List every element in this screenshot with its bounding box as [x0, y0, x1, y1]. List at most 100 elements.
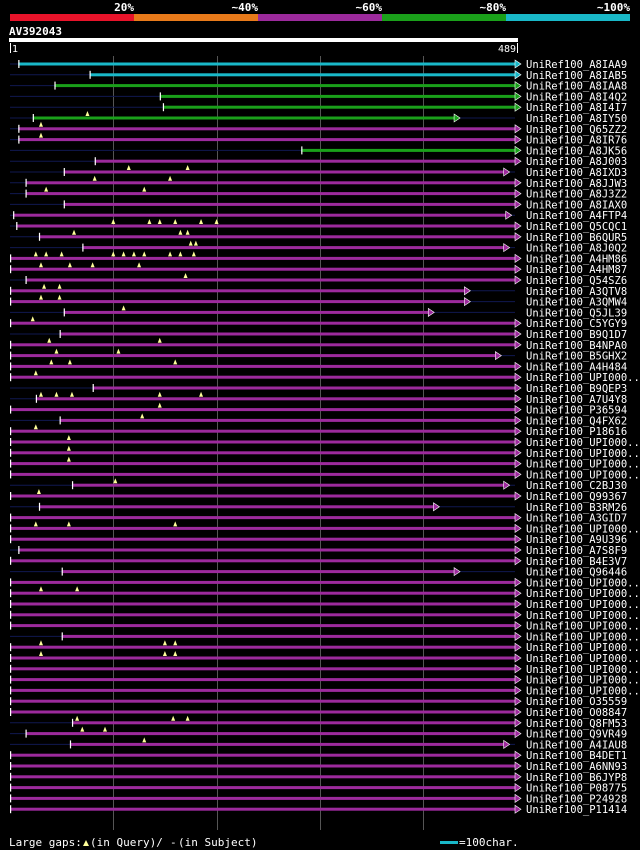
- hit-label[interactable]: UniRef100_P24928: [526, 793, 627, 805]
- hit-row[interactable]: UniRef100_A4H484: [10, 359, 627, 373]
- hit-label[interactable]: UniRef100_UPI000..: [526, 523, 640, 535]
- hit-label[interactable]: UniRef100_B9QEP3: [526, 383, 627, 395]
- hit-label[interactable]: UniRef100_A7S8F9: [526, 545, 627, 557]
- hit-label[interactable]: UniRef100_A8J3Z2: [526, 189, 627, 201]
- hit-row[interactable]: UniRef100_UPI000..: [10, 445, 640, 460]
- hit-label[interactable]: UniRef100_Q96446: [526, 567, 627, 579]
- hit-label[interactable]: UniRef100_A8IXD3: [526, 167, 627, 179]
- hit-label[interactable]: UniRef100_A4FTP4: [526, 210, 627, 222]
- hit-label[interactable]: UniRef100_A8J003: [526, 156, 627, 168]
- hit-row[interactable]: UniRef100_A8IY50: [10, 111, 627, 125]
- hit-label[interactable]: UniRef100_UPI000..: [526, 448, 640, 460]
- hit-label[interactable]: UniRef100_A8I4Q2: [526, 91, 627, 103]
- hit-row[interactable]: UniRef100_C2BJ30: [10, 478, 627, 492]
- hit-row[interactable]: UniRef100_B5GHX2: [10, 348, 627, 363]
- hit-label[interactable]: UniRef100_Q54SZ6: [526, 275, 627, 287]
- hit-label[interactable]: UniRef100_A9U396: [526, 534, 627, 546]
- hit-label[interactable]: UniRef100_A4HM86: [526, 253, 627, 265]
- hit-label[interactable]: UniRef100_B4NPA0: [526, 340, 627, 352]
- hit-row[interactable]: UniRef100_P08775: [10, 783, 627, 795]
- hit-label[interactable]: UniRef100_UPI000..: [526, 675, 640, 687]
- hit-row[interactable]: UniRef100_A4FTP4: [10, 210, 627, 222]
- hit-label[interactable]: UniRef100_UPI000..: [526, 459, 640, 471]
- hit-row[interactable]: UniRef100_B4E3V7: [10, 556, 627, 568]
- hit-label[interactable]: UniRef100_O08847: [526, 707, 627, 719]
- hit-row[interactable]: UniRef100_A4HM86: [10, 251, 627, 265]
- hit-label[interactable]: UniRef100_A8JK56: [526, 145, 627, 157]
- hit-label[interactable]: UniRef100_A7U4Y8: [526, 394, 627, 406]
- hit-label[interactable]: UniRef100_A3GID7: [526, 513, 627, 525]
- hit-label[interactable]: UniRef100_A8JJW3: [526, 178, 627, 190]
- hit-row[interactable]: UniRef100_A8J0Q2: [10, 240, 627, 255]
- hit-row[interactable]: UniRef100_A8J003: [10, 156, 627, 168]
- hit-row[interactable]: UniRef100_P36594: [10, 402, 627, 417]
- hit-label[interactable]: UniRef100_A8I4I7: [526, 102, 627, 114]
- hit-label[interactable]: UniRef100_UPI000..: [526, 599, 640, 611]
- hit-label[interactable]: UniRef100_O35559: [526, 696, 627, 708]
- hit-row[interactable]: UniRef100_A8JJW3: [10, 175, 627, 190]
- hit-row[interactable]: UniRef100_C5YGY9: [10, 316, 627, 330]
- hit-row[interactable]: UniRef100_A8IXD3: [10, 165, 627, 179]
- hit-row[interactable]: UniRef100_UPI000..: [10, 370, 640, 384]
- hit-row[interactable]: UniRef100_O35559: [10, 696, 627, 708]
- hit-row[interactable]: UniRef100_Q5CQC1: [10, 219, 627, 233]
- hit-row[interactable]: UniRef100_Q5JL39: [10, 305, 627, 319]
- hit-row[interactable]: UniRef100_Q8FM53: [10, 715, 627, 730]
- hit-label[interactable]: UniRef100_UPI000..: [526, 685, 640, 697]
- hit-label[interactable]: UniRef100_A4HM87: [526, 264, 627, 276]
- hit-row[interactable]: UniRef100_A4IAU8: [10, 737, 627, 751]
- hit-row[interactable]: UniRef100_UPI000..: [10, 577, 640, 589]
- hit-label[interactable]: UniRef100_UPI000..: [526, 642, 640, 654]
- hit-label[interactable]: UniRef100_Q5JL39: [526, 307, 627, 319]
- hit-label[interactable]: UniRef100_P11414: [526, 804, 627, 816]
- hit-label[interactable]: UniRef100_UPI000..: [526, 588, 640, 600]
- hit-label[interactable]: UniRef100_Q5CQC1: [526, 221, 627, 233]
- hit-label[interactable]: UniRef100_UPI000..: [526, 631, 640, 643]
- hit-row[interactable]: UniRef100_A8I4I7: [10, 102, 627, 114]
- hit-label[interactable]: UniRef100_UPI000..: [526, 577, 640, 589]
- hit-label[interactable]: UniRef100_P08775: [526, 783, 627, 795]
- hit-label[interactable]: UniRef100_B4E3V7: [526, 556, 627, 568]
- hit-label[interactable]: UniRef100_UPI000..: [526, 664, 640, 676]
- hit-label[interactable]: UniRef100_A3QTV8: [526, 286, 627, 298]
- hit-row[interactable]: UniRef100_A8J3Z2: [10, 186, 627, 201]
- hit-label[interactable]: UniRef100_A8IAA8: [526, 81, 627, 93]
- hit-row[interactable]: UniRef100_Q96446: [10, 567, 627, 579]
- hit-row[interactable]: UniRef100_P18616: [10, 424, 627, 438]
- hit-label[interactable]: UniRef100_UPI000..: [526, 469, 640, 481]
- hit-row[interactable]: UniRef100_B4DET1: [10, 750, 627, 762]
- hit-label[interactable]: UniRef100_A8IAA9: [526, 59, 627, 71]
- hit-label[interactable]: UniRef100_A6NN93: [526, 761, 627, 773]
- hit-label[interactable]: UniRef100_UPI000..: [526, 437, 640, 449]
- hit-label[interactable]: UniRef100_B6QUR5: [526, 232, 627, 244]
- hit-label[interactable]: UniRef100_A4IAU8: [526, 739, 627, 751]
- hit-row[interactable]: UniRef100_B4NPA0: [10, 337, 627, 352]
- hit-label[interactable]: UniRef100_A8IAB5: [526, 70, 627, 82]
- hit-label[interactable]: UniRef100_A8IAX0: [526, 199, 627, 211]
- hit-row[interactable]: UniRef100_A7S8F9: [10, 545, 627, 557]
- hit-label[interactable]: UniRef100_UPI000..: [526, 372, 640, 384]
- hit-row[interactable]: UniRef100_B9Q1D7: [10, 329, 627, 341]
- hit-label[interactable]: UniRef100_C2BJ30: [526, 480, 627, 492]
- hit-label[interactable]: UniRef100_C5YGY9: [526, 318, 627, 330]
- hit-row[interactable]: UniRef100_UPI000..: [10, 469, 640, 481]
- hit-row[interactable]: UniRef100_Q54SZ6: [10, 273, 627, 287]
- hit-label[interactable]: UniRef100_UPI000..: [526, 621, 640, 633]
- hit-row[interactable]: UniRef100_A8IAA8: [10, 81, 627, 93]
- hit-label[interactable]: UniRef100_A4H484: [526, 361, 627, 373]
- hit-row[interactable]: UniRef100_UPI000..: [10, 586, 640, 600]
- hit-row[interactable]: UniRef100_UPI000..: [10, 685, 640, 697]
- hit-label[interactable]: UniRef100_B3RM26: [526, 502, 627, 514]
- hit-label[interactable]: UniRef100_Q9VR49: [526, 729, 627, 741]
- hit-row[interactable]: UniRef100_B9QEP3: [10, 383, 627, 395]
- hit-row[interactable]: UniRef100_Q65ZZ2: [10, 121, 627, 136]
- hit-row[interactable]: UniRef100_UPI000..: [10, 599, 640, 611]
- hit-row[interactable]: UniRef100_A9U396: [10, 534, 627, 546]
- hit-row[interactable]: UniRef100_UPI000..: [10, 621, 640, 633]
- hit-label[interactable]: UniRef100_Q8FM53: [526, 718, 627, 730]
- hit-row[interactable]: UniRef100_A6NN93: [10, 761, 627, 773]
- hit-row[interactable]: UniRef100_UPI000..: [10, 640, 640, 654]
- hit-label[interactable]: UniRef100_B9Q1D7: [526, 329, 627, 341]
- hit-row[interactable]: UniRef100_A3QTV8: [10, 283, 627, 298]
- hit-row[interactable]: UniRef100_Q4FX62: [10, 413, 627, 427]
